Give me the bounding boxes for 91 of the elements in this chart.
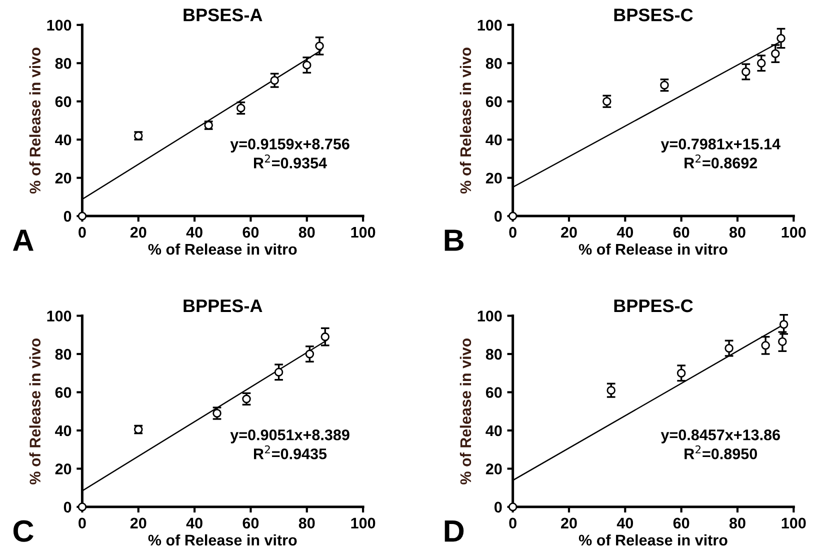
point: [274, 368, 284, 377]
x-tick-label: 0: [509, 518, 516, 529]
point: [779, 320, 788, 329]
point: [315, 42, 324, 50]
x-tick-label: 60: [242, 518, 259, 529]
x-tick-label: 40: [616, 518, 634, 529]
x-axis-title: % of Release in vitro: [578, 243, 728, 255]
chart-title: BPSES-A: [184, 8, 262, 22]
x-axis-title: % of Release in vitro: [578, 534, 728, 546]
chart-title: BPSES-C: [614, 8, 693, 22]
point: [778, 337, 787, 346]
point: [776, 34, 786, 43]
x-tick-label: 80: [298, 518, 315, 529]
y-tick-label: 0: [64, 502, 72, 513]
y-tick-label: 0: [494, 502, 502, 513]
y-tick-label: 80: [486, 348, 502, 360]
x-tick-label: 40: [616, 226, 634, 238]
point: [242, 394, 251, 404]
y-tick-label: 40: [55, 425, 72, 436]
y-axis-title: % of Release in vivo: [460, 338, 472, 484]
annotation: R$^{2}$=0.8692: [684, 154, 758, 168]
point: [236, 104, 246, 112]
point: [305, 350, 314, 358]
text: A: [12, 230, 34, 251]
y-tick-label: 20: [486, 172, 502, 184]
y-tick-label: 60: [55, 387, 72, 398]
point: [320, 332, 330, 342]
point: [771, 49, 780, 58]
x-tick-label: 20: [561, 518, 577, 529]
y-tick-label: 60: [486, 96, 502, 108]
point: [756, 58, 766, 68]
chart-title: BPPES-C: [614, 299, 693, 312]
y-axis-title: % of Release in vivo: [460, 48, 472, 194]
x-tick-label: 100: [351, 226, 376, 238]
text: B: [444, 230, 464, 251]
x-tick-label: 20: [130, 518, 146, 529]
y-tick-label: 0: [494, 210, 502, 222]
y-tick-label: 80: [55, 348, 72, 360]
point: [742, 67, 750, 76]
x-tick-label: 60: [242, 226, 259, 238]
annotation: R$^{2}$=0.8950: [684, 445, 758, 460]
x-tick-label: 20: [561, 226, 577, 238]
text: D: [444, 520, 464, 542]
x-tick-label: 20: [130, 226, 146, 238]
annotation: y=0.8457x+13.86: [660, 429, 780, 444]
text: C: [13, 520, 34, 542]
x-axis-title: % of Release in vitro: [148, 243, 297, 255]
point: [676, 368, 686, 378]
x-tick-label: 100: [782, 518, 806, 529]
y-tick-label: 60: [486, 387, 502, 398]
annotation: y=0.9051x+8.389: [230, 429, 350, 444]
y-tick-label: 100: [47, 310, 72, 322]
y-tick-label: 80: [55, 58, 72, 69]
x-tick-label: 0: [78, 226, 86, 238]
point: [270, 76, 279, 85]
annotation: y=0.9159x+8.756: [230, 138, 350, 152]
y-tick-label: 100: [478, 310, 502, 322]
y-tick-label: 60: [55, 96, 72, 108]
chart-title: BPPES-A: [184, 299, 262, 312]
annotation: R$^{2}$=0.9354: [254, 154, 327, 168]
y-axis-title: % of Release in vivo: [29, 338, 41, 484]
y-tick-label: 0: [64, 210, 72, 222]
x-axis-title: % of Release in vitro: [148, 534, 297, 546]
y-axis-title: % of Release in vivo: [29, 48, 41, 194]
x-tick-label: 80: [298, 226, 315, 238]
y-tick-label: 20: [55, 464, 72, 474]
y-tick-label: 20: [486, 464, 502, 474]
point: [761, 341, 770, 350]
y-tick-label: 40: [486, 134, 502, 146]
point: [606, 386, 616, 395]
x-tick-label: 80: [729, 518, 746, 529]
x-tick-label: 0: [509, 226, 516, 238]
annotation: y=0.7981x+15.14: [660, 138, 780, 152]
x-tick-label: 60: [673, 518, 690, 529]
x-tick-label: 40: [186, 518, 202, 529]
y-tick-label: 80: [486, 58, 502, 69]
point: [724, 344, 734, 353]
x-tick-label: 0: [78, 518, 86, 529]
x-tick-label: 40: [186, 226, 202, 238]
y-tick-label: 20: [55, 172, 72, 184]
annotation: R$^{2}$=0.9435: [254, 445, 327, 460]
x-tick-label: 60: [673, 226, 690, 238]
y-tick-label: 40: [55, 134, 72, 146]
y-tick-label: 40: [486, 425, 502, 436]
point: [302, 60, 312, 70]
x-tick-label: 100: [782, 226, 806, 238]
x-tick-label: 80: [729, 226, 746, 238]
x-tick-label: 100: [351, 518, 376, 529]
y-tick-label: 100: [478, 20, 502, 31]
point: [602, 97, 612, 106]
y-tick-label: 100: [47, 20, 72, 31]
